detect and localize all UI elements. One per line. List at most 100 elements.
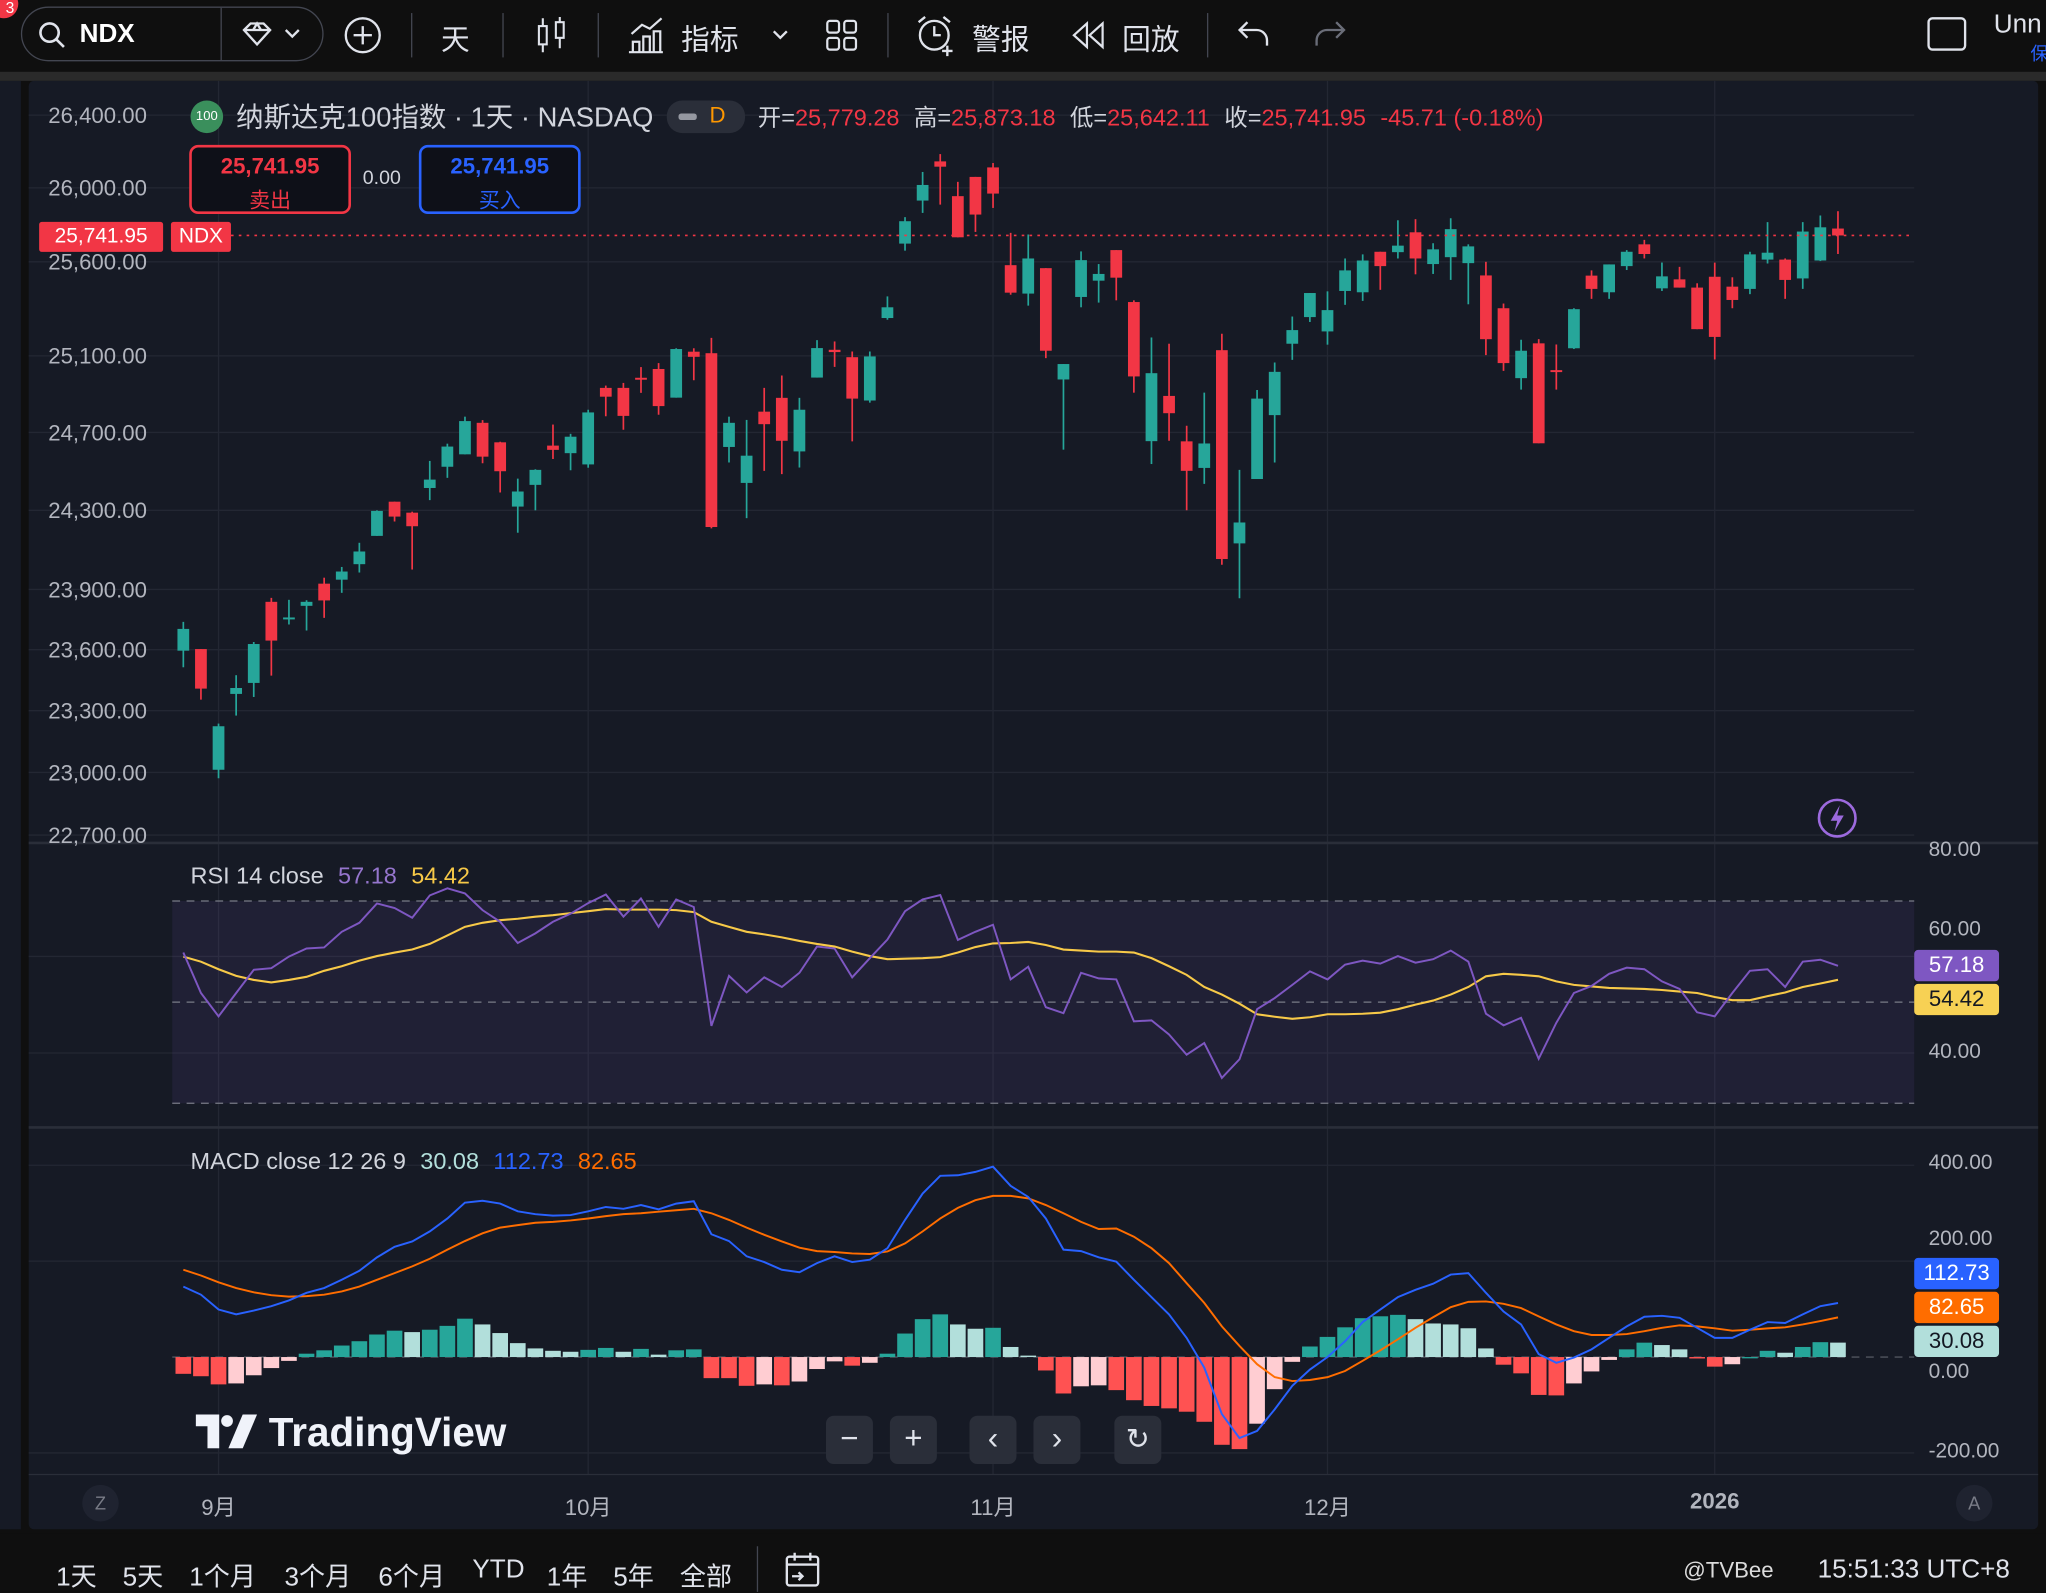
- sell-button[interactable]: 25,741.95 卖出: [189, 144, 352, 214]
- macd-histogram-bar: [1161, 1357, 1177, 1409]
- candle-down: [1163, 395, 1175, 414]
- macd-axis-label: 200.00: [1928, 1227, 1993, 1251]
- last-price-tag: 25,741.95: [39, 221, 164, 252]
- clock[interactable]: 15:51:33 UTC+8: [1817, 1555, 2010, 1585]
- range-3m[interactable]: 3个月: [284, 1563, 352, 1592]
- macd-histogram-bar: [474, 1324, 491, 1358]
- layout-name[interactable]: Unn: [1993, 10, 2042, 40]
- candle-up: [916, 184, 929, 201]
- candle-up: [1356, 260, 1369, 293]
- undo-icon[interactable]: [1237, 20, 1271, 49]
- rsi-line: [182, 887, 1839, 1080]
- calendar-goto-icon[interactable]: [783, 1550, 822, 1589]
- lightning-icon[interactable]: [1816, 797, 1858, 839]
- buy-button[interactable]: 25,741.95 买入: [418, 144, 581, 214]
- range-1y[interactable]: 1年: [546, 1563, 588, 1592]
- candle-up: [1515, 350, 1527, 379]
- macd-histogram-bar: [333, 1345, 350, 1358]
- macd-histogram-bar: [1090, 1357, 1107, 1386]
- macd-histogram-bar: [1442, 1324, 1459, 1358]
- macd-histogram-bar: [1178, 1357, 1195, 1412]
- symbol-title[interactable]: 纳斯达克100指数 · 1天 · NASDAQ: [236, 103, 654, 134]
- candle-up: [230, 688, 243, 694]
- rsi-axis-label: 40.00: [1928, 1041, 1981, 1064]
- candle-down: [775, 397, 788, 441]
- buy-price: 25,741.95: [450, 153, 550, 179]
- redo-icon[interactable]: [1313, 20, 1347, 49]
- candle-down: [476, 422, 489, 457]
- auto-scale-button[interactable]: A: [1955, 1484, 1993, 1522]
- range-6m[interactable]: 6个月: [378, 1563, 446, 1592]
- range-ytd[interactable]: YTD: [472, 1555, 525, 1585]
- macd-histogram-bar: [527, 1348, 544, 1358]
- range-1d[interactable]: 1天: [56, 1563, 97, 1592]
- macd-histogram-bar: [1266, 1357, 1283, 1390]
- candle-up: [1427, 249, 1439, 265]
- macd-histogram-bar: [228, 1357, 244, 1384]
- interval-button[interactable]: 天: [441, 23, 470, 57]
- macd-histogram-bar: [263, 1357, 280, 1369]
- zoom-out-button[interactable]: −: [825, 1415, 873, 1465]
- candle-down: [1779, 259, 1792, 280]
- candles-chart-type-icon[interactable]: [535, 14, 569, 56]
- close-label: 收=: [1224, 104, 1262, 131]
- market-status-pill[interactable]: D: [666, 99, 745, 133]
- range-5y[interactable]: 5年: [613, 1563, 654, 1592]
- scroll-right-button[interactable]: ›: [1033, 1415, 1081, 1465]
- macd-histogram-bar: [914, 1319, 931, 1358]
- candle-up: [1656, 276, 1668, 289]
- macd-histogram-bar: [1073, 1357, 1089, 1387]
- zoom-in-button[interactable]: +: [889, 1415, 937, 1465]
- candle-down: [406, 512, 419, 527]
- candle-up: [335, 571, 348, 580]
- macd-histogram: [175, 1314, 1846, 1450]
- reset-chart-button[interactable]: ↻: [1114, 1415, 1162, 1465]
- fullscreen-square-icon[interactable]: [1926, 16, 1968, 53]
- candle-up: [423, 479, 436, 488]
- symbol-search[interactable]: NDX: [20, 6, 324, 62]
- chevron-down-icon[interactable]: [771, 29, 789, 42]
- chevron-down-icon[interactable]: [283, 27, 301, 40]
- candle-up: [1251, 398, 1263, 480]
- candle-down: [987, 167, 999, 194]
- range-1m[interactable]: 1个月: [189, 1563, 256, 1592]
- indicators-button[interactable]: 指标: [624, 10, 800, 60]
- macd-axis-label: 0.00: [1928, 1360, 1970, 1384]
- candle-down: [1216, 350, 1228, 560]
- open-label: 开=: [757, 104, 795, 131]
- macd-hist-value: 30.08: [420, 1148, 480, 1175]
- macd-histogram-bar: [386, 1330, 403, 1358]
- save-hint[interactable]: 保: [2030, 40, 2046, 66]
- macd-histogram-bar: [1671, 1349, 1688, 1358]
- macd-histogram-bar: [351, 1341, 368, 1358]
- symbol-text[interactable]: NDX: [79, 19, 135, 49]
- search-icon: [39, 22, 65, 48]
- macd-histogram-bar: [298, 1353, 315, 1358]
- macd-histogram-bar: [809, 1357, 825, 1370]
- diamond-icon[interactable]: [241, 21, 272, 47]
- scroll-left-button[interactable]: ‹: [969, 1415, 1017, 1465]
- chart-area[interactable]: [28, 80, 2039, 1530]
- macd-histogram-bar: [738, 1357, 755, 1386]
- macd-histogram-bar: [1513, 1357, 1529, 1374]
- macd-histogram-bar: [562, 1351, 579, 1358]
- rsi-value: 57.18: [338, 862, 397, 889]
- macd-histogram-bar: [175, 1357, 192, 1374]
- macd-histogram-bar: [1724, 1357, 1741, 1365]
- layout-grid-icon[interactable]: [825, 18, 859, 52]
- replay-button[interactable]: 回放: [1070, 10, 1194, 60]
- candle-up: [1075, 260, 1087, 297]
- macd-signal-value: 82.65: [577, 1148, 637, 1175]
- macd-histogram-bar: [950, 1324, 966, 1358]
- candle-up: [881, 307, 894, 319]
- macd-histogram-bar: [1002, 1346, 1019, 1358]
- range-all[interactable]: 全部: [679, 1563, 733, 1592]
- add-symbol-icon[interactable]: [343, 16, 382, 55]
- range-5d[interactable]: 5天: [122, 1563, 164, 1592]
- notification-badge[interactable]: 3: [0, 0, 19, 19]
- macd-histogram-bar: [210, 1357, 227, 1385]
- alerts-button[interactable]: 警报: [913, 10, 1037, 60]
- timezone-z-button[interactable]: Z: [82, 1484, 119, 1522]
- search-divider: [220, 7, 222, 61]
